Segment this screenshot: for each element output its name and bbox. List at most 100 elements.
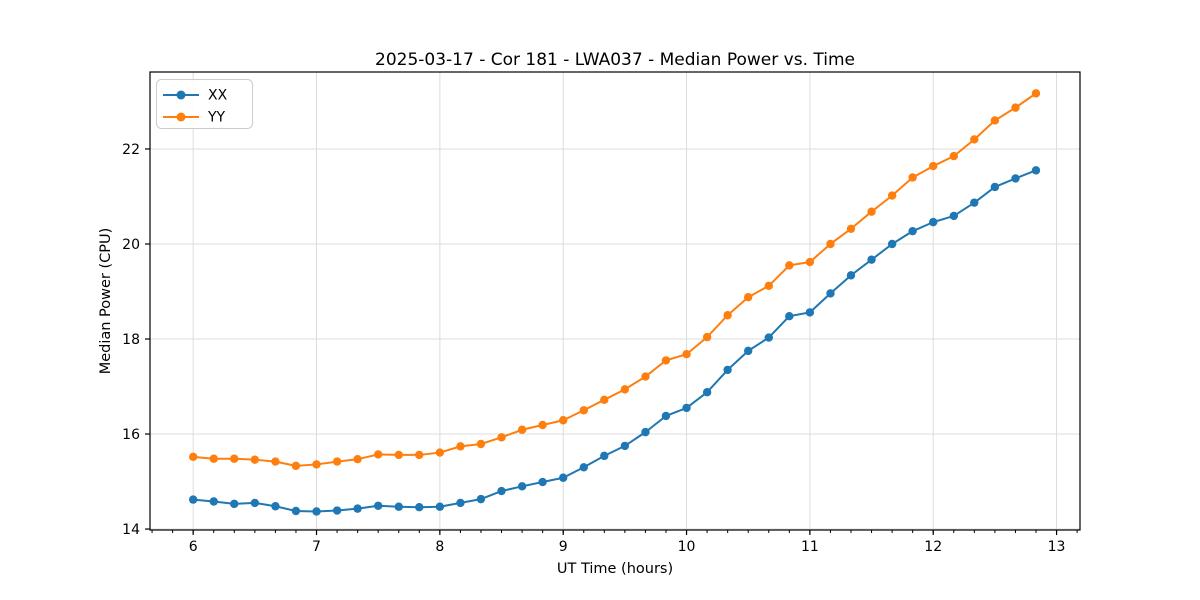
data-point-yy: [230, 454, 239, 463]
x-tick-label: 12: [924, 539, 942, 555]
chart-title: 2025-03-17 - Cor 181 - LWA037 - Median P…: [375, 50, 855, 70]
data-point-xx: [517, 482, 527, 491]
series-layer: [188, 89, 1041, 516]
y-tick-label: 22: [122, 142, 140, 158]
data-point-yy: [373, 450, 383, 459]
axes-layer: 6 7 8 9 10 11 12 13 14 16 18 20 22: [122, 71, 1081, 555]
data-point-xx: [271, 502, 280, 511]
data-point-xx: [1011, 174, 1020, 183]
data-point-yy: [538, 420, 547, 430]
data-point-xx: [353, 504, 362, 513]
data-point-xx: [230, 499, 239, 509]
data-point-xx: [558, 473, 568, 482]
data-point-yy: [826, 239, 835, 249]
data-point-yy: [929, 161, 938, 171]
data-point-xx: [620, 441, 630, 451]
data-point-yy: [435, 448, 445, 457]
data-point-yy: [785, 261, 794, 270]
legend-box: [156, 79, 253, 129]
legend-item-xx: XX: [163, 88, 228, 104]
data-point-yy: [1011, 103, 1020, 112]
data-point-yy: [682, 350, 691, 359]
data-point-yy: [476, 439, 486, 449]
data-point-yy: [188, 452, 198, 462]
data-point-yy: [661, 356, 671, 365]
data-point-yy: [970, 135, 979, 144]
data-point-yy: [497, 433, 506, 442]
y-tick-label: 18: [122, 332, 140, 348]
data-point-yy: [579, 406, 588, 415]
data-point-xx: [867, 255, 876, 264]
data-point-yy: [620, 385, 630, 394]
data-point-yy: [517, 425, 527, 434]
data-point-yy: [353, 455, 362, 464]
data-point-xx: [476, 494, 486, 504]
data-point-xx: [764, 333, 774, 342]
data-point-yy: [744, 292, 753, 302]
plot-border: [149, 71, 1081, 531]
legend: XX YY: [156, 79, 253, 129]
data-point-xx: [538, 477, 547, 487]
data-point-yy: [415, 450, 424, 460]
data-point-xx: [661, 411, 671, 421]
data-point-xx: [312, 507, 321, 516]
data-point-xx: [250, 498, 260, 508]
data-point-yy: [1031, 89, 1041, 98]
data-point-yy: [702, 332, 712, 342]
data-point-yy: [332, 457, 342, 466]
data-point-xx: [456, 498, 465, 508]
data-point-xx: [435, 502, 445, 511]
data-point-xx: [990, 182, 1000, 192]
data-point-yy: [867, 207, 876, 216]
data-point-xx: [641, 427, 650, 437]
data-point-xx: [373, 501, 383, 510]
x-tick-label: 7: [312, 539, 321, 555]
data-point-xx: [702, 388, 712, 397]
data-point-xx: [600, 451, 609, 461]
data-point-yy: [805, 257, 815, 267]
data-point-xx: [723, 365, 732, 375]
data-point-xx: [209, 497, 218, 506]
x-tick-label: 9: [559, 539, 568, 555]
data-point-yy: [641, 372, 650, 381]
y-tick-label: 16: [122, 427, 140, 443]
data-point-yy: [456, 442, 465, 451]
data-point-yy: [764, 281, 774, 290]
data-point-xx: [332, 506, 342, 515]
legend-marker-xx: [176, 90, 186, 100]
grid-layer: [150, 72, 1080, 530]
data-point-xx: [846, 271, 856, 280]
x-axis-label: UT Time (hours): [557, 561, 673, 577]
data-point-xx: [970, 198, 979, 207]
data-point-yy: [558, 416, 568, 425]
data-point-yy: [312, 460, 321, 469]
data-point-xx: [744, 346, 753, 356]
data-point-xx: [785, 312, 794, 321]
data-point-xx: [188, 495, 198, 504]
data-point-yy: [949, 151, 959, 161]
data-point-yy: [250, 455, 260, 464]
data-point-yy: [600, 395, 609, 405]
legend-marker-yy: [176, 112, 186, 122]
data-point-yy: [990, 116, 1000, 125]
data-point-yy: [209, 454, 218, 463]
data-point-yy: [723, 311, 732, 320]
data-point-xx: [579, 463, 588, 472]
legend-item-yy: YY: [163, 110, 226, 126]
data-point-xx: [497, 486, 506, 496]
x-tick-label: 10: [678, 539, 696, 555]
data-point-xx: [291, 506, 301, 516]
data-point-yy: [394, 450, 403, 460]
x-tick-label: 8: [435, 539, 444, 555]
legend-label-yy: YY: [207, 110, 226, 126]
data-point-xx: [682, 403, 691, 413]
data-point-yy: [846, 224, 856, 233]
data-point-xx: [887, 239, 897, 249]
x-tick-label: 6: [189, 539, 198, 555]
y-tick-label: 14: [122, 522, 140, 538]
y-tick-label: 20: [122, 237, 140, 253]
series-line-xx: [193, 169, 1037, 513]
x-tick-label: 11: [801, 539, 819, 555]
x-tick-label: 13: [1048, 539, 1066, 555]
